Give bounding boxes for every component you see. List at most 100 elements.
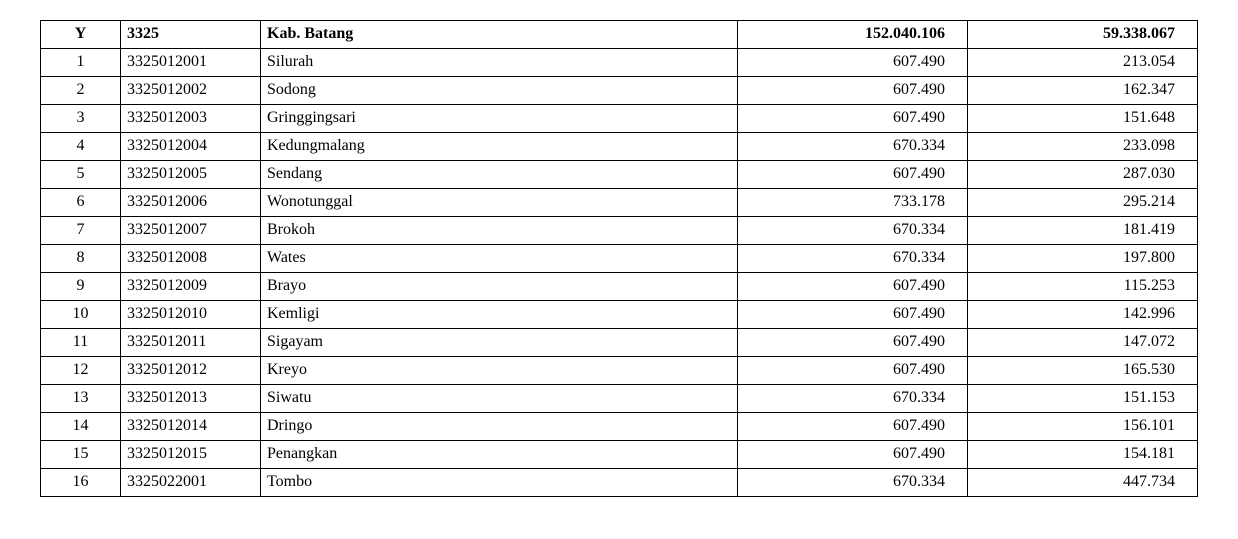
cell-val1: 607.490 (738, 77, 968, 105)
table-row: 93325012009Brayo607.490115.253 (41, 273, 1198, 301)
header-val1: 152.040.106 (738, 21, 968, 49)
header-no: Y (41, 21, 121, 49)
cell-code: 3325012009 (121, 273, 261, 301)
cell-code: 3325022001 (121, 469, 261, 497)
cell-val2: 447.734 (968, 469, 1198, 497)
cell-name: Penangkan (261, 441, 738, 469)
cell-no: 5 (41, 161, 121, 189)
cell-code: 3325012008 (121, 245, 261, 273)
table-row: 53325012005Sendang607.490287.030 (41, 161, 1198, 189)
cell-code: 3325012007 (121, 217, 261, 245)
cell-val1: 607.490 (738, 329, 968, 357)
cell-val1: 607.490 (738, 413, 968, 441)
table-row: 63325012006Wonotunggal733.178295.214 (41, 189, 1198, 217)
cell-no: 12 (41, 357, 121, 385)
cell-val1: 670.334 (738, 245, 968, 273)
cell-val2: 156.101 (968, 413, 1198, 441)
cell-name: Kemligi (261, 301, 738, 329)
cell-name: Kedungmalang (261, 133, 738, 161)
cell-val2: 181.419 (968, 217, 1198, 245)
cell-val1: 733.178 (738, 189, 968, 217)
table-row: 113325012011Sigayam607.490147.072 (41, 329, 1198, 357)
cell-val1: 607.490 (738, 105, 968, 133)
cell-val2: 213.054 (968, 49, 1198, 77)
cell-code: 3325012006 (121, 189, 261, 217)
cell-no: 4 (41, 133, 121, 161)
cell-code: 3325012005 (121, 161, 261, 189)
cell-val1: 670.334 (738, 133, 968, 161)
cell-val2: 142.996 (968, 301, 1198, 329)
cell-name: Dringo (261, 413, 738, 441)
cell-no: 8 (41, 245, 121, 273)
cell-name: Siwatu (261, 385, 738, 413)
cell-no: 14 (41, 413, 121, 441)
cell-code: 3325012012 (121, 357, 261, 385)
cell-val2: 233.098 (968, 133, 1198, 161)
header-code: 3325 (121, 21, 261, 49)
cell-val2: 154.181 (968, 441, 1198, 469)
header-name: Kab. Batang (261, 21, 738, 49)
table-row: 103325012010Kemligi607.490142.996 (41, 301, 1198, 329)
cell-code: 3325012013 (121, 385, 261, 413)
cell-no: 3 (41, 105, 121, 133)
cell-code: 3325012011 (121, 329, 261, 357)
header-val2: 59.338.067 (968, 21, 1198, 49)
cell-no: 7 (41, 217, 121, 245)
cell-name: Sendang (261, 161, 738, 189)
cell-name: Brokoh (261, 217, 738, 245)
cell-val1: 607.490 (738, 161, 968, 189)
cell-val2: 197.800 (968, 245, 1198, 273)
cell-val2: 151.648 (968, 105, 1198, 133)
cell-val2: 165.530 (968, 357, 1198, 385)
cell-name: Sigayam (261, 329, 738, 357)
cell-val1: 607.490 (738, 301, 968, 329)
cell-name: Tombo (261, 469, 738, 497)
cell-no: 9 (41, 273, 121, 301)
table-body: Y 3325 Kab. Batang 152.040.106 59.338.06… (41, 21, 1198, 497)
cell-val1: 670.334 (738, 385, 968, 413)
cell-no: 16 (41, 469, 121, 497)
cell-no: 15 (41, 441, 121, 469)
table-row: 143325012014Dringo607.490156.101 (41, 413, 1198, 441)
cell-name: Gringgingsari (261, 105, 738, 133)
cell-no: 1 (41, 49, 121, 77)
cell-val1: 607.490 (738, 357, 968, 385)
table-row: 83325012008Wates670.334197.800 (41, 245, 1198, 273)
table-row: 163325022001Tombo670.334447.734 (41, 469, 1198, 497)
cell-code: 3325012010 (121, 301, 261, 329)
cell-val1: 607.490 (738, 441, 968, 469)
cell-name: Wates (261, 245, 738, 273)
table-row: 73325012007Brokoh670.334181.419 (41, 217, 1198, 245)
cell-val1: 670.334 (738, 469, 968, 497)
table-row: 33325012003Gringgingsari607.490151.648 (41, 105, 1198, 133)
cell-val2: 287.030 (968, 161, 1198, 189)
cell-no: 2 (41, 77, 121, 105)
cell-val2: 162.347 (968, 77, 1198, 105)
data-table: Y 3325 Kab. Batang 152.040.106 59.338.06… (40, 20, 1198, 497)
cell-no: 6 (41, 189, 121, 217)
cell-val1: 607.490 (738, 273, 968, 301)
cell-name: Sodong (261, 77, 738, 105)
cell-val2: 295.214 (968, 189, 1198, 217)
table-row: 13325012001Silurah607.490213.054 (41, 49, 1198, 77)
cell-val2: 151.153 (968, 385, 1198, 413)
cell-no: 13 (41, 385, 121, 413)
cell-code: 3325012001 (121, 49, 261, 77)
table-header-row: Y 3325 Kab. Batang 152.040.106 59.338.06… (41, 21, 1198, 49)
cell-name: Silurah (261, 49, 738, 77)
cell-val1: 670.334 (738, 217, 968, 245)
cell-code: 3325012014 (121, 413, 261, 441)
cell-val2: 147.072 (968, 329, 1198, 357)
cell-name: Brayo (261, 273, 738, 301)
table-row: 123325012012Kreyo607.490165.530 (41, 357, 1198, 385)
table-row: 153325012015Penangkan607.490154.181 (41, 441, 1198, 469)
cell-code: 3325012002 (121, 77, 261, 105)
cell-no: 11 (41, 329, 121, 357)
cell-code: 3325012015 (121, 441, 261, 469)
cell-val1: 607.490 (738, 49, 968, 77)
cell-code: 3325012003 (121, 105, 261, 133)
cell-name: Kreyo (261, 357, 738, 385)
table-row: 43325012004Kedungmalang670.334233.098 (41, 133, 1198, 161)
cell-name: Wonotunggal (261, 189, 738, 217)
table-row: 133325012013Siwatu670.334151.153 (41, 385, 1198, 413)
